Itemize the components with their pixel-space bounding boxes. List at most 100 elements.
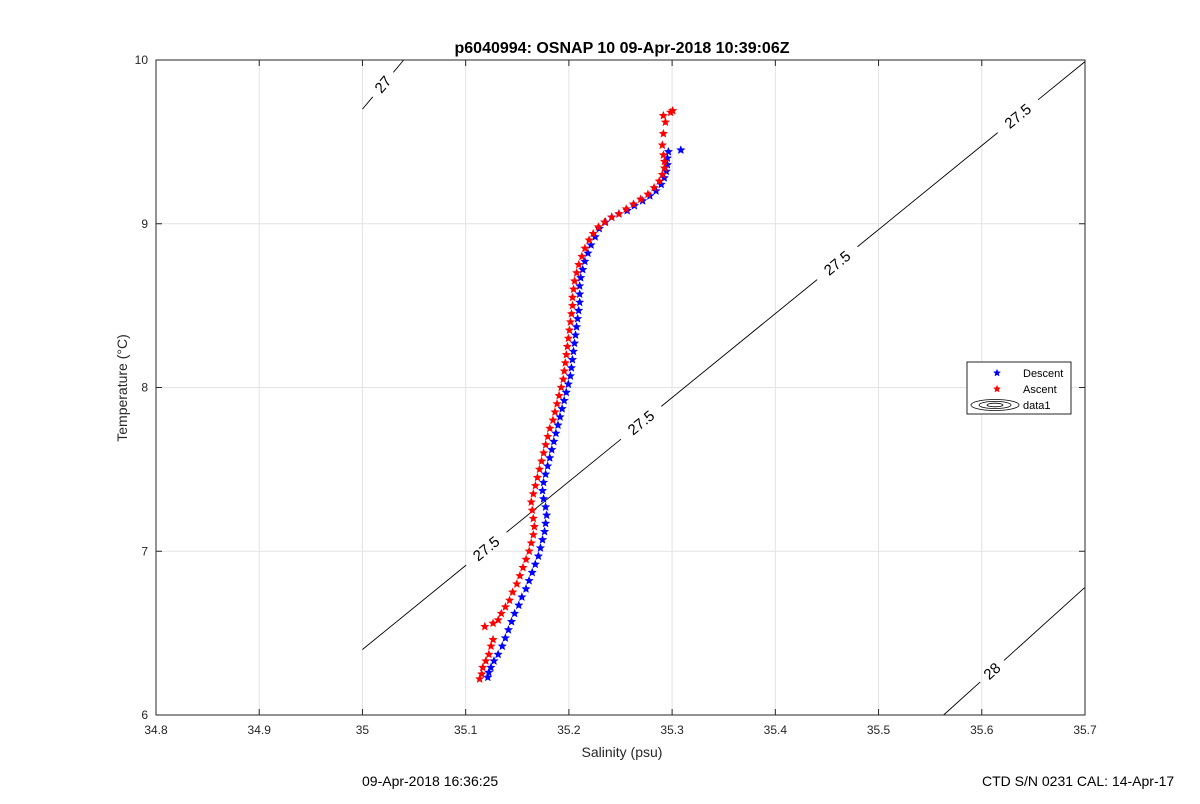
data-point-ascent bbox=[649, 182, 659, 192]
x-tick-label: 35.4 bbox=[764, 723, 788, 737]
chart-title: p6040994: OSNAP 10 09-Apr-2018 10:39:06Z bbox=[455, 40, 790, 57]
data-point-ascent bbox=[565, 317, 576, 326]
data-point-ascent bbox=[527, 505, 537, 515]
contour-line bbox=[506, 438, 622, 533]
data-point-ascent bbox=[636, 194, 646, 204]
data-point-descent bbox=[524, 575, 534, 585]
legend-contour-icon bbox=[986, 402, 1004, 408]
data-point-descent bbox=[503, 625, 514, 634]
data-point-descent bbox=[486, 662, 496, 672]
data-point-descent bbox=[555, 412, 565, 421]
data-point-ascent bbox=[532, 472, 543, 482]
data-point-ascent bbox=[486, 641, 496, 651]
data-point-ascent bbox=[568, 300, 578, 310]
data-point-descent bbox=[559, 395, 569, 405]
contour-label: 28 bbox=[981, 660, 1005, 684]
data-point-ascent bbox=[534, 464, 545, 474]
y-tick-label: 8 bbox=[141, 381, 148, 395]
data-point-descent bbox=[553, 420, 563, 430]
data-point-ascent bbox=[484, 649, 494, 659]
data-point-descent bbox=[676, 145, 686, 154]
x-tick-label: 35.3 bbox=[660, 723, 684, 737]
data-point-descent bbox=[541, 502, 551, 511]
data-point-descent bbox=[572, 322, 582, 331]
data-point-descent bbox=[545, 453, 555, 462]
footer-instrument: CTD S/N 0231 CAL: 14-Apr-17 bbox=[982, 773, 1175, 789]
y-tick-label: 7 bbox=[141, 544, 148, 558]
data-point-ascent bbox=[659, 163, 669, 172]
x-tick-label: 34.8 bbox=[144, 723, 168, 737]
data-point-ascent bbox=[564, 325, 575, 335]
contour-line bbox=[1003, 586, 1086, 661]
data-points bbox=[475, 105, 686, 683]
data-point-ascent bbox=[550, 407, 560, 416]
x-tick-label: 35.7 bbox=[1073, 723, 1097, 737]
data-point-ascent bbox=[537, 456, 547, 466]
data-point-ascent bbox=[528, 513, 538, 523]
contour-label: 27.5 bbox=[470, 533, 503, 565]
data-point-ascent bbox=[548, 415, 558, 425]
data-point-ascent bbox=[545, 423, 555, 433]
data-point-descent bbox=[543, 461, 553, 470]
data-point-descent bbox=[489, 656, 499, 665]
data-point-ascent bbox=[477, 669, 487, 678]
data-point-descent bbox=[573, 313, 583, 323]
contour-line bbox=[362, 96, 374, 110]
data-point-ascent bbox=[593, 222, 603, 231]
data-point-ascent bbox=[475, 674, 485, 683]
data-point-ascent bbox=[572, 268, 582, 277]
data-point-ascent bbox=[518, 562, 528, 572]
data-point-ascent bbox=[562, 341, 572, 351]
data-point-ascent bbox=[559, 366, 569, 375]
data-point-ascent bbox=[488, 634, 498, 644]
data-point-ascent bbox=[657, 140, 667, 150]
data-point-ascent bbox=[599, 217, 610, 226]
data-point-ascent bbox=[580, 243, 590, 253]
contour-line bbox=[661, 279, 818, 407]
data-point-ascent bbox=[658, 128, 668, 138]
data-point-descent bbox=[542, 510, 552, 520]
data-point-descent bbox=[541, 518, 551, 528]
data-point-ascent bbox=[560, 358, 570, 367]
legend-marker-ascent bbox=[992, 384, 1002, 393]
data-point-ascent bbox=[658, 110, 668, 120]
legend-label-descent: Descent bbox=[1023, 368, 1063, 380]
contour-label: 27.5 bbox=[625, 407, 658, 439]
data-point-ascent bbox=[621, 204, 631, 213]
data-point-ascent bbox=[539, 448, 549, 457]
data-point-ascent bbox=[554, 390, 564, 400]
data-point-ascent bbox=[500, 602, 511, 611]
contour-label: 27.5 bbox=[1002, 101, 1035, 133]
data-point-descent bbox=[517, 592, 527, 601]
data-point-descent bbox=[580, 256, 590, 266]
axis-ticks: 34.8 34.9 35 35.1 35.2 35.3 35.4 35.5 35.6 35.7 6 7… bbox=[135, 53, 1097, 737]
data-point-descent bbox=[514, 600, 524, 610]
data-point-ascent bbox=[577, 251, 587, 261]
data-point-ascent bbox=[574, 259, 584, 269]
data-point-descent bbox=[500, 633, 510, 642]
data-point-ascent bbox=[552, 399, 562, 408]
data-point-ascent bbox=[530, 480, 540, 490]
data-point-ascent bbox=[558, 374, 568, 384]
data-point-descent bbox=[575, 281, 585, 290]
data-point-ascent bbox=[528, 489, 538, 498]
legend: Descent Ascent data1 bbox=[966, 361, 1072, 415]
data-point-descent bbox=[566, 363, 576, 372]
data-point-ascent bbox=[541, 440, 551, 449]
data-point-ascent bbox=[561, 349, 571, 359]
contour-label: 27 bbox=[372, 73, 396, 97]
data-point-ascent bbox=[515, 571, 525, 580]
x-tick-label: 35 bbox=[356, 723, 370, 737]
data-point-descent bbox=[497, 641, 507, 651]
data-point-ascent bbox=[563, 333, 573, 343]
data-point-descent bbox=[484, 667, 494, 677]
data-point-ascent bbox=[478, 662, 488, 672]
data-point-descent bbox=[575, 297, 585, 307]
data-point-descent bbox=[539, 477, 549, 487]
legend-contour-icon bbox=[970, 399, 1020, 411]
data-point-ascent bbox=[480, 621, 490, 631]
data-point-descent bbox=[557, 404, 567, 413]
data-point-descent bbox=[537, 485, 548, 495]
data-point-descent bbox=[575, 289, 585, 299]
y-tick-label: 6 bbox=[141, 708, 148, 722]
